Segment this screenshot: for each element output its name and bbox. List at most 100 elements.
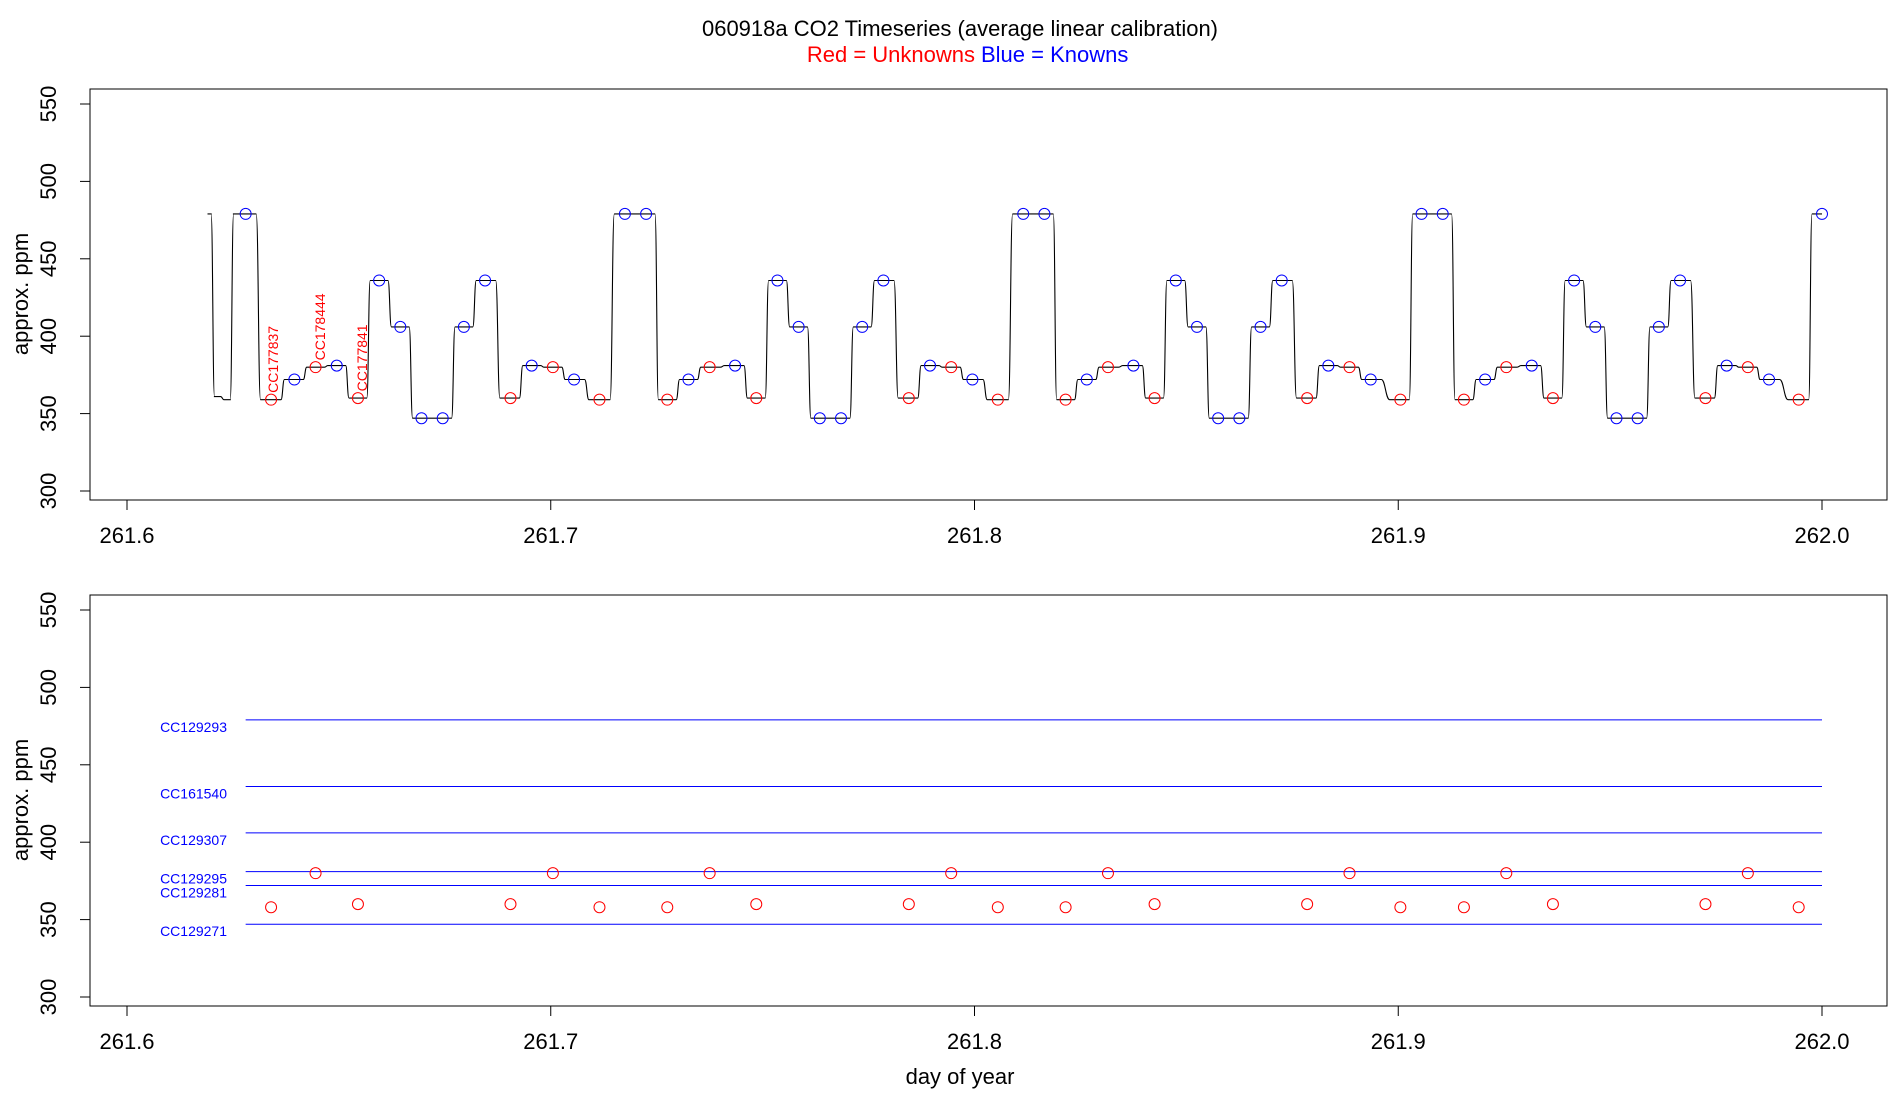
known-point [1127,359,1140,372]
known-point [1816,207,1828,220]
unknown-point [1546,898,1559,911]
unknown-point [265,901,278,914]
known-point [771,274,784,287]
unknown-point [593,393,606,406]
bottom-x-axis: 261.6 261.7 261.8 261.9 262.0 [99,1005,1850,1054]
bottom-y-axis: 300 350 400 450 500 550 [36,592,91,1016]
unknown-point [991,393,1004,406]
unknown-point [309,867,322,880]
unknown-point [309,361,322,374]
co2-trace-line [207,213,1822,419]
known-point [1479,373,1492,386]
unknown-point [661,393,674,406]
unknown-point [945,867,958,880]
unknown-point [351,392,364,405]
y-tick-label: 550 [36,592,61,629]
known-point [966,373,979,386]
known-point [1275,274,1288,287]
unknown-point [1101,361,1114,374]
unknown-point [1059,901,1072,914]
y-tick-label: 450 [36,240,61,277]
unknown-point [991,901,1004,914]
unknown-point [1343,361,1356,374]
known-point [682,373,695,386]
known-point [1080,373,1093,386]
known-point [1610,412,1623,425]
unknown-point [1101,867,1114,880]
x-tick-label: 261.8 [947,1029,1002,1054]
x-tick-label: 261.9 [1371,1029,1426,1054]
x-tick-label: 262.0 [1794,523,1849,548]
legend-knowns: Blue = Knowns [981,42,1128,67]
chart-title: 060918a CO2 Timeseries (average linear c… [702,16,1218,41]
known-point [1631,412,1644,425]
y-tick-label: 500 [36,163,61,200]
unknown-point [1500,361,1513,374]
known-point [1436,207,1449,220]
unknown-point [750,392,763,405]
known-point [1233,412,1246,425]
unknown-point [1457,901,1470,914]
x-tick-label: 261.6 [99,1029,154,1054]
bottom-unknowns-points [265,867,1805,914]
top-x-axis: 261.6 261.7 261.8 261.9 262.0 [99,499,1850,548]
known-point [1652,320,1665,333]
sample-id-label: CC178444 [312,293,328,360]
known-point [1568,274,1581,287]
unknown-point [902,392,915,405]
unknown-point [265,393,278,406]
known-point [640,207,653,220]
unknown-point [902,898,915,911]
known-point [1364,373,1377,386]
known-point [568,373,581,386]
x-tick-label: 261.6 [99,523,154,548]
top-knowns-points [239,207,1828,425]
known-point [1212,412,1225,425]
known-point [1415,207,1428,220]
unknown-point [1792,393,1805,406]
known-point [373,274,386,287]
unknown-point [593,901,606,914]
known-point [1763,373,1776,386]
x-tick-label: 262.0 [1794,1029,1849,1054]
unknown-point [1394,901,1407,914]
y-tick-label: 500 [36,669,61,706]
known-point [729,359,742,372]
y-tick-label: 450 [36,746,61,783]
unknown-point [1394,393,1407,406]
known-point [618,207,631,220]
unknown-point [1148,898,1161,911]
bottom-x-axis-label: day of year [906,1064,1015,1089]
unknown-point [750,898,763,911]
known-point [288,373,301,386]
bottom-y-axis-label: approx. ppm [8,739,33,861]
unknown-point [1546,392,1559,405]
sample-id-label: CC177837 [265,326,281,393]
unknown-point [504,392,517,405]
known-point [1190,320,1203,333]
reference-line-label: CC129307 [160,832,227,848]
known-point [877,274,890,287]
known-point [1525,359,1538,372]
known-point [525,359,538,372]
y-tick-label: 300 [36,979,61,1016]
known-point [1322,359,1335,372]
known-point [1674,274,1687,287]
known-point [1038,207,1051,220]
unknown-point [1059,393,1072,406]
unknown-point [1343,867,1356,880]
unknown-point [1699,392,1712,405]
unknown-point [1792,901,1805,914]
known-point [239,207,252,220]
y-tick-label: 550 [36,86,61,123]
reference-line-label: CC129271 [160,923,227,939]
legend-unknowns: Red = Unknowns [807,42,975,67]
y-tick-label: 400 [36,318,61,355]
unknown-point [1457,393,1470,406]
known-point [457,320,470,333]
reference-line-label: CC129295 [160,871,227,887]
known-point [1589,320,1602,333]
